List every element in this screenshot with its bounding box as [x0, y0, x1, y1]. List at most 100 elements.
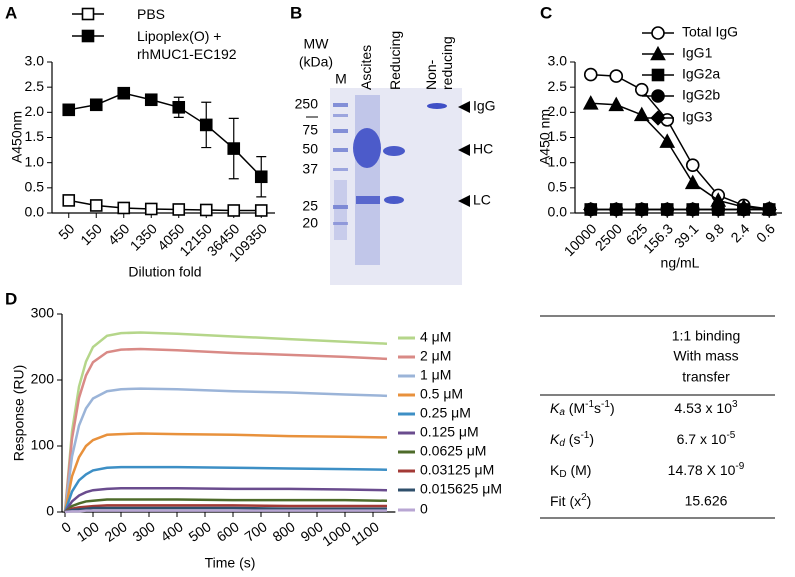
x-tick-label: 39.1 — [671, 220, 702, 251]
y-tick-label: 0 — [46, 503, 54, 519]
y-tick-label: 0.0 — [25, 204, 45, 220]
table-value: 15.626 — [685, 493, 728, 509]
legend-item: PBS — [137, 6, 166, 22]
marker — [227, 142, 241, 155]
x-axis-label: Dilution fold — [128, 264, 201, 280]
marker — [684, 174, 701, 190]
legend-label: 2 μM — [420, 348, 451, 364]
x-tick-label: 1000 — [319, 518, 354, 549]
series-line — [590, 73, 770, 210]
x-tick-label: 2.4 — [727, 220, 752, 245]
x-tick-label: 50 — [55, 220, 77, 242]
marker — [651, 68, 665, 82]
marker — [583, 67, 598, 82]
series-line — [63, 486, 388, 513]
x-axis-label: ng/mL — [661, 255, 700, 271]
series-line — [63, 432, 388, 513]
panel-label: C — [540, 3, 552, 22]
marker — [89, 199, 103, 212]
gel-mw-title: MW — [304, 36, 330, 52]
series-line — [63, 331, 388, 513]
legend-label: 0.0625 μM — [420, 443, 486, 459]
legend-label: 0 — [420, 501, 428, 517]
legend-label: IgG2b — [682, 87, 720, 103]
marker — [659, 201, 675, 218]
table-row-label: Fit (x2) — [550, 492, 591, 509]
legend-label: 0.015625 μM — [420, 481, 502, 497]
marker — [608, 201, 624, 218]
table-header: transfer — [682, 369, 730, 385]
y-tick-label: 200 — [31, 371, 55, 387]
legend-label: 0.5 μM — [420, 386, 463, 402]
y-tick-label: 2.5 — [548, 78, 568, 94]
legend-label: 4 μM — [420, 329, 451, 345]
marker — [761, 201, 777, 218]
legend-label: PBS — [137, 6, 166, 22]
x-tick-label: 700 — [242, 518, 270, 545]
gel-lane-label: M — [335, 71, 347, 87]
table-header: With mass — [673, 348, 738, 364]
x-tick-label: 9.8 — [702, 220, 727, 245]
marker — [62, 103, 76, 117]
y-tick-label: 1.5 — [25, 128, 45, 144]
y-tick-label: 1.0 — [548, 153, 568, 169]
marker — [81, 7, 95, 21]
marker — [144, 202, 158, 216]
marker — [117, 201, 131, 215]
x-tick-label: 156.3 — [640, 220, 676, 256]
y-tick-label: 3.0 — [25, 53, 45, 69]
marker — [685, 201, 701, 218]
gel — [330, 88, 462, 285]
marker — [651, 89, 665, 103]
marker — [736, 201, 752, 218]
x-tick-label: 300 — [130, 518, 158, 545]
table-value: 4.53 x 103 — [674, 399, 738, 416]
y-tick-label: 2.0 — [25, 103, 45, 119]
x-tick-label: 150 — [77, 220, 105, 248]
marker — [62, 194, 76, 207]
table-header: 1:1 binding — [672, 328, 741, 344]
x-tick-label: 100 — [74, 518, 102, 545]
x-tick-label: 2500 — [592, 220, 625, 253]
y-tick-label: 1.0 — [25, 153, 45, 169]
gel-lane-label: Ascites — [358, 44, 374, 90]
gel-band-label: HC — [473, 141, 493, 157]
marker — [685, 158, 700, 172]
marker — [634, 82, 649, 97]
marker — [608, 96, 625, 112]
gel-band-label: IgG — [473, 98, 496, 114]
series-line — [63, 387, 388, 513]
x-tick-label: 0.6 — [753, 220, 778, 245]
y-axis-label: A450 nm — [537, 109, 553, 165]
x-tick-label: 800 — [270, 518, 298, 545]
series-line — [64, 509, 387, 514]
legend-label: IgG1 — [682, 45, 713, 61]
legend-label: 0.03125 μM — [420, 462, 494, 478]
gel-bands — [333, 95, 447, 265]
series-line — [63, 347, 388, 513]
gel-marker: 20 — [302, 215, 318, 231]
legend-label: Total IgG — [682, 24, 738, 40]
marker — [89, 98, 103, 112]
panel-label: A — [5, 3, 17, 22]
gel-marker: 75 — [302, 122, 318, 138]
marker — [172, 101, 186, 114]
legend-label: IgG2a — [682, 66, 720, 82]
series-line — [64, 498, 388, 513]
legend-label: Lipoplex(O) + rhMUC1-EC192 — [137, 28, 237, 62]
panel-label: B — [290, 3, 302, 22]
x-tick-label: 1100 — [348, 518, 382, 548]
marker — [651, 26, 665, 40]
x-tick-label: 600 — [214, 518, 242, 545]
marker — [582, 95, 599, 110]
legend-label: 0.125 μM — [420, 424, 479, 440]
y-axis-label: Response (RU) — [11, 365, 27, 461]
y-tick-label: 0.0 — [548, 204, 568, 220]
y-tick-label: 2.5 — [25, 78, 45, 94]
gel-band-label: LC — [473, 192, 491, 208]
y-tick-label: 3.0 — [548, 53, 568, 69]
legend-label: 1 μM — [420, 367, 451, 383]
x-tick-label: 200 — [102, 518, 130, 545]
